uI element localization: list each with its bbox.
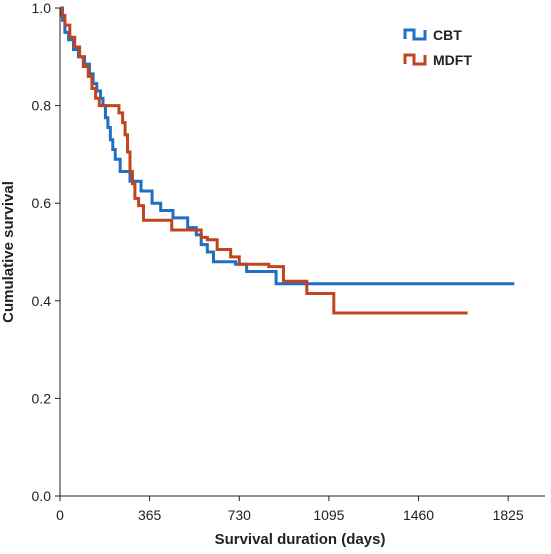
legend-label-mdft: MDFT <box>433 52 472 68</box>
y-tick-label: 0.0 <box>32 488 52 504</box>
x-tick-label: 730 <box>228 507 252 523</box>
x-tick-label: 1095 <box>313 507 344 523</box>
series-line-mdft <box>59 6 468 315</box>
y-tick-label: 1.0 <box>32 0 52 16</box>
x-tick-label: 365 <box>138 507 162 523</box>
legend-swatch-mdft <box>403 53 427 66</box>
x-tick-label: 1460 <box>403 507 434 523</box>
x-tick-label: 0 <box>56 507 64 523</box>
y-tick-label: 0.2 <box>32 390 52 406</box>
legend-swatch-cbt <box>403 28 427 41</box>
chart-marks <box>59 6 515 315</box>
y-tick-label: 0.8 <box>32 98 52 114</box>
y-tick-label: 0.4 <box>32 293 52 309</box>
chart-legend: CBT MDFT <box>403 27 472 68</box>
y-tick-label: 0.6 <box>32 195 52 211</box>
y-axis-label: Cumulative survival <box>0 181 17 323</box>
x-axis-label: Survival duration (days) <box>215 531 386 548</box>
x-tick-label: 1825 <box>493 507 524 523</box>
chart-ticks: 0 365 730 1095 1460 1825 0.0 0.2 0.4 0.6 0.8 1.0 <box>32 0 524 523</box>
legend-label-cbt: CBT <box>433 27 462 43</box>
chart-axes <box>59 8 545 497</box>
